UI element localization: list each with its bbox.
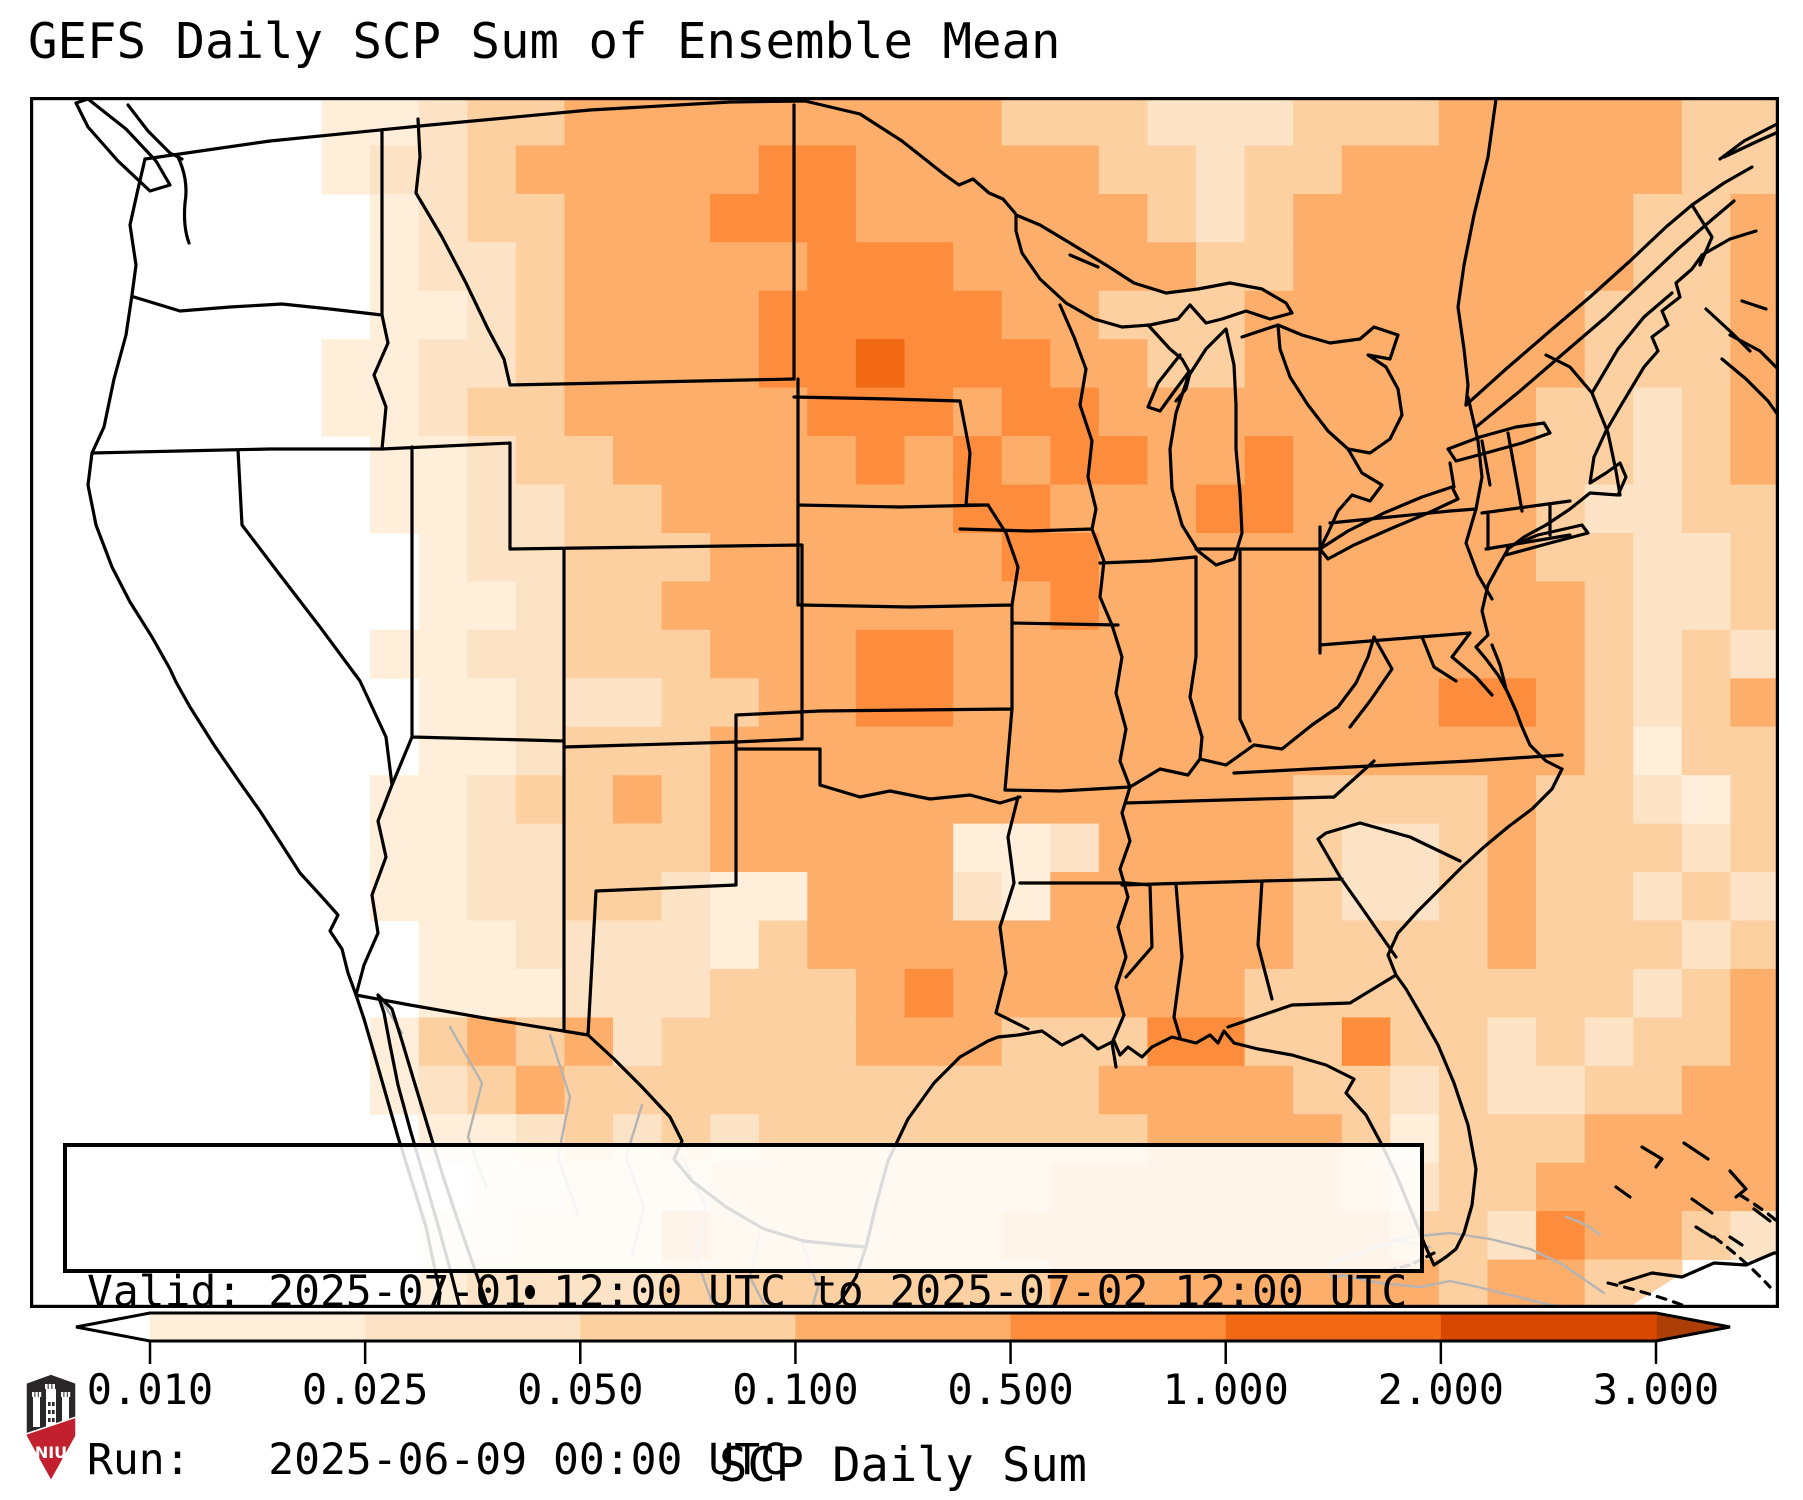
svg-text:0.500: 0.500 [947, 1365, 1073, 1414]
canada-border [143, 99, 1017, 215]
pacific-coast [86, 157, 442, 1308]
maritimes-coast [1700, 229, 1779, 417]
lake-huron [1240, 323, 1404, 455]
colorbar-axis-label: SCP Daily Sum [719, 1438, 1087, 1493]
niu-red-band [25, 1415, 77, 1483]
run-value: 2025-06-09 00:00 UTC [268, 1435, 786, 1485]
info-box: Valid: 2025-07-01 12:00 UTC to 2025-07-02… [63, 1143, 1424, 1485]
bc-coast [126, 103, 184, 161]
svg-text:1.000: 1.000 [1162, 1365, 1288, 1414]
st-lawrence-south [1464, 203, 1714, 407]
niu-logo-text: NIU [35, 1443, 67, 1462]
figure-title: GEFS Daily SCP Sum of Ensemble Mean [28, 13, 1061, 70]
colorbar: 0.010 0.025 0.050 0.100 0.500 1.000 2.000 3.000 [46, 1300, 1760, 1425]
small-island [525, 1285, 535, 1299]
bahamas-banks-dashed [1606, 1193, 1779, 1307]
castle-icon [32, 1384, 71, 1431]
atlantic-coast [1386, 253, 1704, 1235]
st-lawrence-north [1474, 121, 1779, 429]
plains-state-borders [586, 395, 1132, 1037]
ontario-quebec-border [1456, 97, 1498, 407]
cuba-east-coast [1618, 1225, 1779, 1285]
map-frame: Valid: 2025-07-01 12:00 UTC to 2025-07-02… [30, 97, 1779, 1485]
south-east-borders [1120, 507, 1564, 1039]
michigan-thumb [1318, 447, 1384, 551]
data-void-wedge [1628, 1255, 1779, 1308]
svg-text:3.000: 3.000 [1593, 1365, 1719, 1414]
castle-windows [48, 1402, 55, 1422]
midwest-borders [958, 303, 1376, 1069]
svg-text:0.010: 0.010 [87, 1365, 213, 1414]
svg-text:0.025: 0.025 [302, 1365, 428, 1414]
map-frame-border [30, 97, 1779, 1308]
valid-value: 2025-07-01 12:00 UTC to 2025-07-02 12:00… [268, 1267, 1408, 1317]
lake-superior [1014, 213, 1294, 329]
bahamas-islands [1614, 1141, 1772, 1223]
puget-sound [175, 153, 191, 245]
long-island [1504, 523, 1590, 557]
heatmap-layer [321, 97, 1779, 1308]
valid-label: Valid: [87, 1267, 243, 1317]
niu-logo: NIU [25, 1373, 77, 1483]
svg-text:2.000: 2.000 [1378, 1365, 1504, 1414]
valid-line: Valid: 2025-07-01 12:00 UTC to 2025-07-02… [87, 1264, 1420, 1320]
svg-text:0.050: 0.050 [517, 1365, 643, 1414]
run-line: Run: 2025-06-09 00:00 UTC [87, 1432, 1420, 1488]
run-label: Run: [87, 1435, 191, 1485]
vancouver-island [74, 97, 172, 193]
colorbar-canvas: 0.010 0.025 0.050 0.100 0.500 1.000 2.000 3.000 [75, 1311, 1731, 1414]
chesapeake-bay [1490, 643, 1518, 713]
northeast-borders [1466, 291, 1674, 551]
svg-text:0.100: 0.100 [732, 1365, 858, 1414]
coastline-and-state-borders [74, 97, 1779, 1308]
lake-ontario [1446, 421, 1552, 489]
map-canvas [30, 97, 1779, 1308]
